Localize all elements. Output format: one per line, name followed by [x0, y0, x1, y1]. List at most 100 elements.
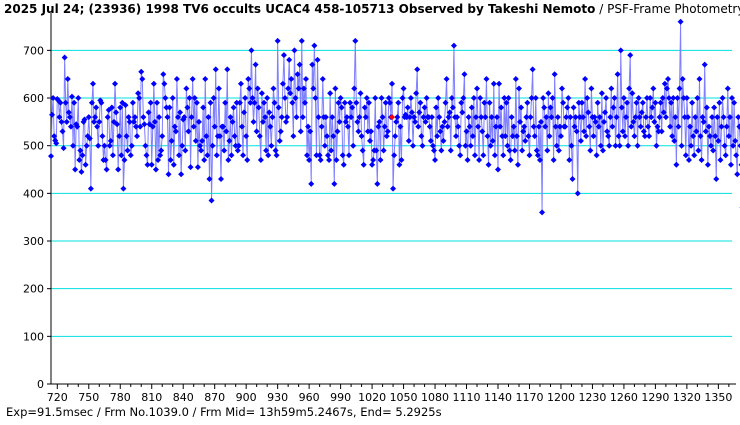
data-point — [592, 118, 599, 125]
data-point — [505, 95, 512, 102]
data-point — [729, 95, 735, 102]
data-point — [533, 147, 540, 154]
data-point — [660, 109, 667, 116]
data-point — [691, 152, 698, 159]
x-tick-label-840: 840 — [173, 391, 194, 404]
data-point — [434, 133, 441, 140]
data-point — [116, 133, 123, 140]
data-point — [520, 128, 527, 135]
data-point — [630, 118, 637, 125]
data-point — [714, 114, 721, 121]
data-point — [486, 99, 493, 106]
data-point — [501, 95, 508, 102]
data-point — [651, 118, 658, 125]
data-point — [702, 128, 709, 135]
data-point — [224, 66, 231, 73]
data-point — [191, 95, 198, 102]
data-point — [461, 71, 468, 78]
y-tick-label-200: 200 — [23, 283, 44, 296]
data-point — [708, 142, 715, 149]
x-tick-label-1050: 1050 — [390, 391, 418, 404]
data-point — [280, 52, 287, 59]
data-point — [115, 166, 122, 173]
data-point — [271, 99, 278, 106]
data-point — [59, 128, 66, 135]
data-point — [688, 142, 695, 149]
data-point — [57, 99, 64, 106]
x-tick-label-960: 960 — [299, 391, 320, 404]
data-point — [150, 80, 157, 87]
data-point — [650, 85, 657, 92]
data-point — [81, 116, 88, 123]
data-point — [502, 133, 509, 140]
data-point — [547, 104, 554, 111]
data-point — [482, 114, 489, 121]
data-point — [587, 147, 594, 154]
data-point — [331, 180, 338, 187]
data-point — [644, 95, 651, 102]
axes — [47, 13, 736, 389]
data-point — [540, 95, 547, 102]
data-point — [179, 142, 186, 149]
data-point — [648, 114, 655, 121]
data-point — [158, 147, 165, 154]
data-point — [559, 85, 566, 92]
data-point — [634, 142, 641, 149]
data-point — [666, 95, 673, 102]
data-point — [160, 71, 167, 78]
data-point — [125, 114, 132, 121]
data-point — [535, 123, 542, 130]
data-point — [560, 99, 567, 106]
data-point — [483, 75, 490, 82]
data-point — [419, 142, 426, 149]
data-point — [245, 75, 252, 82]
data-point — [318, 123, 325, 130]
data-point — [515, 85, 522, 92]
data-point — [395, 99, 402, 106]
data-point — [99, 133, 106, 140]
data-point — [374, 180, 381, 187]
data-point — [198, 147, 205, 154]
data-point — [244, 156, 251, 163]
data-point — [488, 114, 495, 121]
data-point — [246, 85, 253, 92]
data-point — [145, 109, 152, 116]
data-point — [726, 114, 733, 121]
data-point — [496, 80, 503, 87]
data-point — [663, 85, 670, 92]
data-point — [422, 118, 429, 125]
data-point — [162, 95, 169, 102]
data-point — [361, 104, 368, 111]
data-point — [524, 99, 531, 106]
data-point — [341, 99, 348, 106]
data-point — [140, 114, 147, 121]
data-point — [517, 118, 524, 125]
data-point — [605, 133, 612, 140]
data-point — [733, 152, 740, 159]
data-point — [429, 142, 436, 149]
data-point — [632, 114, 639, 121]
data-point — [400, 85, 407, 92]
data-point — [338, 104, 345, 111]
data-point — [426, 123, 433, 130]
data-point — [255, 104, 262, 111]
data-point — [421, 104, 428, 111]
data-point — [186, 95, 193, 102]
data-point — [567, 114, 574, 121]
data-point — [572, 114, 579, 121]
data-point — [312, 95, 319, 102]
data-point — [519, 147, 526, 154]
data-point — [384, 128, 391, 135]
data-point — [108, 104, 115, 111]
data-point — [102, 156, 109, 163]
data-point — [656, 114, 663, 121]
data-point — [82, 161, 89, 168]
data-point — [135, 90, 142, 97]
data-point — [456, 142, 463, 149]
data-point — [236, 99, 243, 106]
x-tick-label-1020: 1020 — [358, 391, 386, 404]
x-tick-label-1140: 1140 — [484, 391, 512, 404]
data-point — [380, 147, 387, 154]
data-point — [170, 161, 177, 168]
